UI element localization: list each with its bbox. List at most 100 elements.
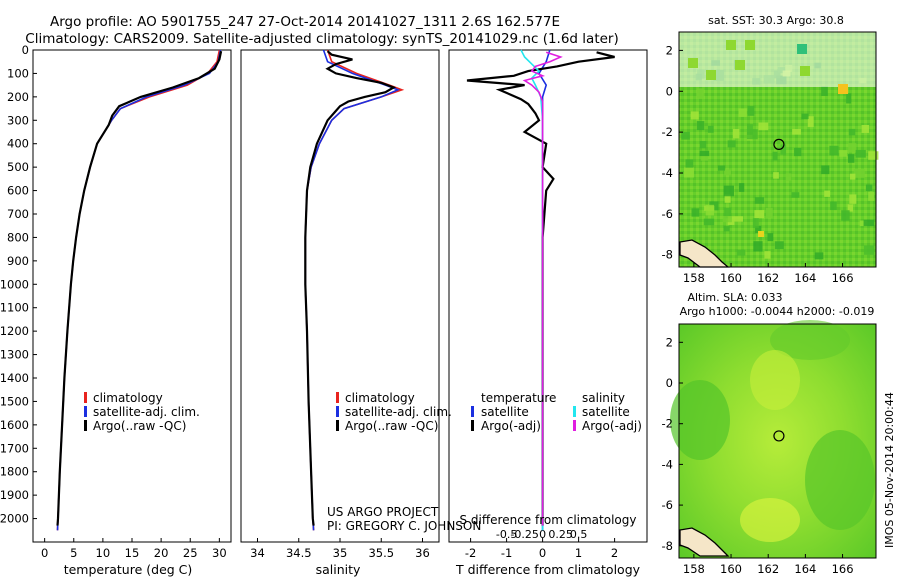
top-tick-label: -0.25 (510, 528, 538, 541)
sst-map-patch (700, 155, 709, 161)
temperature-legend: climatology satellite-adj. clim. Argo(..… (84, 391, 200, 433)
salinity-x-axis: 34 34.5 35 35.5 36 (250, 538, 430, 560)
sst-map-patch (861, 124, 870, 133)
timestamp-label: IMOS 05-Nov-2014 20:00:44 (883, 392, 896, 548)
sst-map-patch (724, 207, 732, 219)
legend-label-t-satellite: satellite (481, 405, 529, 419)
sst-map-patch (690, 111, 699, 120)
x-tick-label: 34 (250, 546, 265, 560)
sst-map-patch (865, 184, 873, 191)
legend-swatch-s-argo (573, 420, 576, 431)
map-lon-label: 166 (832, 562, 854, 576)
sst-map: sat. SST: 30.3 Argo: 30.8 158 160 162 164 16… (662, 14, 879, 285)
sst-map-patch (724, 169, 732, 176)
series-line-argo-raw-qc- (304, 50, 397, 526)
sst-map-patch (753, 241, 763, 252)
series-line-satellite-adj-clim- (304, 49, 400, 531)
sla-map-axes: 158 160 162 164 166 2 0 -2 -4 -6 -8 (662, 335, 854, 576)
depth-tick-label: 500 (7, 160, 29, 174)
sst-map-patch (848, 128, 856, 136)
legend-swatch-s-satellite (573, 406, 576, 417)
sst-map-patch (791, 192, 800, 198)
sst-map-patch (696, 121, 705, 131)
salinity-panel: 34 34.5 35 35.5 36 salinity climatology sate… (240, 49, 481, 577)
depth-tick-label: 900 (7, 254, 29, 268)
map-lat-label: 2 (666, 335, 673, 349)
depth-tick-label: 600 (7, 184, 29, 198)
difference-legend: temperature salinity satellite Argo(-adj… (471, 391, 642, 433)
sst-map-patch (746, 129, 758, 140)
depth-tick-label: 400 (7, 137, 29, 151)
sst-map-patch (821, 165, 830, 175)
salinity-series (304, 49, 405, 531)
legend-label-s-satellite: satellite (582, 405, 630, 419)
depth-tick-label: 200 (7, 90, 29, 104)
sla-map-light-patch (740, 498, 800, 542)
depth-tick-label: 1800 (0, 465, 29, 479)
sst-map-patch (800, 66, 810, 76)
depth-tick-label: 1700 (0, 441, 29, 455)
difference-plot-frame (448, 49, 648, 543)
map-lat-label: 2 (666, 43, 673, 57)
depth-tick-label: 700 (7, 207, 29, 221)
sst-map-patch (797, 44, 807, 54)
map-lon-label: 158 (683, 271, 705, 285)
map-lon-label: 164 (794, 271, 816, 285)
top-tick-label: 0.25 (548, 528, 573, 541)
sst-map-patch (752, 218, 759, 228)
sla-map-dark-patch (670, 380, 730, 460)
map-lat-label: 0 (666, 84, 673, 98)
legend-swatch-argo (336, 420, 339, 431)
sst-map-patch (705, 204, 714, 216)
sst-map-patch (774, 241, 784, 250)
legend-label-climatology: climatology (345, 391, 415, 405)
depth-axis: 0 100 200 300 400 500 600 700 800 900 1000 1100 1200… (0, 43, 37, 526)
sst-map-patch (767, 233, 774, 242)
sst-map-patch (847, 154, 855, 163)
legend-swatch-climatology (84, 392, 87, 403)
map-lat-label: -6 (662, 207, 673, 221)
top-tick-label: 0 (539, 528, 546, 541)
x-tick-label: 5 (70, 546, 77, 560)
legend-label-t-argo: Argo(-adj) (481, 419, 541, 433)
map-lon-label: 162 (757, 562, 779, 576)
map-lon-label: 160 (720, 562, 742, 576)
sla-map-frame (678, 323, 877, 559)
sla-map-light-patch (750, 350, 800, 410)
sst-map-title: sat. SST: 30.3 Argo: 30.8 (708, 14, 844, 27)
sst-map-patch (691, 208, 700, 217)
sst-map-patch (685, 159, 694, 168)
depth-tick-label: 800 (7, 230, 29, 244)
sst-map-patch (735, 60, 745, 70)
sst-map-patch (765, 207, 773, 219)
x-tick-label: 35 (333, 546, 348, 560)
sst-map-frame (678, 31, 877, 268)
legend-heading-salinity: salinity (582, 391, 625, 405)
depth-tick-label: 1300 (0, 348, 29, 362)
salinity-plot-frame (240, 49, 440, 543)
sst-map-patch (745, 40, 755, 50)
depth-tick-label: 1000 (0, 277, 29, 291)
series-line-climatology (304, 49, 405, 531)
sst-map-patch (794, 147, 802, 157)
sst-map-patch (849, 173, 856, 180)
difference-panel: -2 -1 0 1 2 -0.5-0.25 0 0.250.5 S difference fr… (448, 49, 648, 577)
depth-tick-label: 1900 (0, 488, 29, 502)
depth-tick-label: 1200 (0, 324, 29, 338)
temperature-series (56, 49, 223, 531)
legend-label-argo: Argo(..raw -QC) (345, 419, 438, 433)
sst-map-patch (754, 210, 765, 219)
sst-map-patch (863, 219, 875, 227)
sst-map-patch (824, 190, 831, 197)
map-lat-label: -8 (662, 539, 673, 553)
top-tick-label: -0.5 (496, 528, 517, 541)
sst-map-coastline (679, 239, 730, 268)
sla-map-dark-patch (805, 430, 875, 530)
t-difference-label: T difference from climatology (455, 562, 641, 577)
map-lon-label: 164 (794, 562, 816, 576)
map-lon-label: 160 (720, 271, 742, 285)
series-line-satellite-adj-clim- (56, 49, 222, 531)
legend-swatch-t-satellite (471, 406, 474, 417)
x-tick-label: 10 (96, 546, 111, 560)
